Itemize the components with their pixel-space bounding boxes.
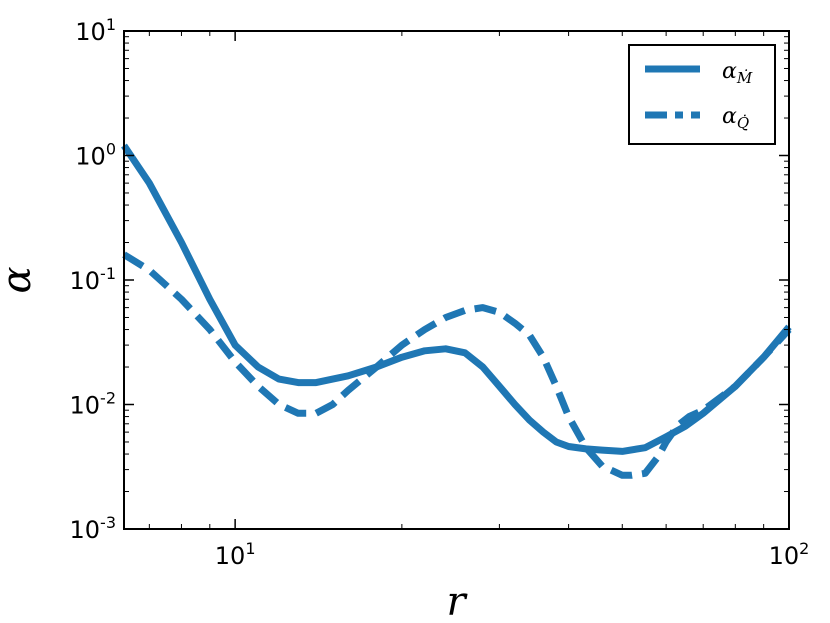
y-tick-label-3: 100: [75, 140, 116, 171]
x-tick-label-1: 102: [769, 539, 810, 570]
series-line-1: [122, 251, 792, 479]
tick-layer: 10-3 10-2 10-1 100 101 101 102: [70, 15, 810, 570]
legend: αṀ αQ̇: [628, 44, 776, 145]
x-tick-label-0: 101: [215, 539, 256, 570]
legend-box: [628, 44, 776, 145]
y-tick-label-2: 10-1: [70, 264, 117, 295]
legend-label-mdot: αṀ: [722, 59, 753, 87]
y-tick-label-0: 10-3: [70, 513, 117, 544]
y-tick-label-1: 10-2: [70, 389, 117, 420]
y-tick-label-4: 101: [75, 15, 116, 46]
series-layer: [121, 143, 792, 479]
series-line-0: [121, 143, 792, 455]
y-axis-label: α: [0, 266, 40, 293]
legend-label-qdot: αQ̇: [722, 104, 749, 132]
x-axis-label: r: [446, 579, 468, 623]
